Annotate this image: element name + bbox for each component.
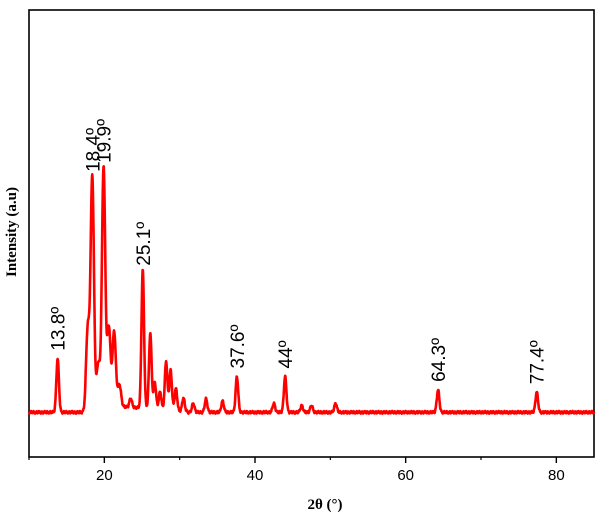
peak-annotation-label: 25.1º (134, 222, 155, 266)
peak-annotation-label: 64.3º (429, 338, 450, 382)
x-axis-ticks: 20 40 60 80 (28, 457, 565, 484)
peak-annotation-label: 44º (276, 340, 297, 368)
peak-annotation-label: 37.6º (228, 325, 249, 369)
xrd-trace-line (27, 165, 596, 415)
peak-annotation-label: 77.4º (528, 340, 549, 384)
y-axis-title: Intensity (a.u) (4, 187, 20, 277)
x-tick-label: 80 (548, 467, 565, 484)
peak-annotation-label: 19.9º (95, 119, 116, 163)
x-tick-label: 20 (96, 467, 113, 484)
plot-frame (28, 9, 595, 458)
x-tick-label: 60 (397, 467, 414, 484)
x-axis-title: 2θ (°) (307, 497, 342, 513)
peak-annotation-label: 13.8º (49, 307, 70, 351)
peak-annotation-label: 18.4º (83, 128, 104, 172)
x-tick-label: 40 (247, 467, 264, 484)
